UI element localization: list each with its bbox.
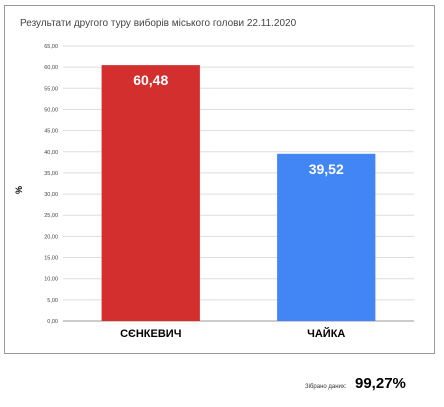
y-tick-label: 15,00 bbox=[44, 256, 58, 262]
y-tick-label: 55,00 bbox=[44, 86, 58, 92]
y-tick-label: 30,00 bbox=[44, 192, 58, 198]
bar-1 bbox=[101, 65, 200, 321]
y-tick-label: 40,00 bbox=[44, 150, 58, 156]
y-tick-label: 0,00 bbox=[47, 319, 58, 325]
category-label: СЄНКЕВИЧ bbox=[120, 328, 181, 340]
bars: 60,48 39,52 bbox=[101, 65, 376, 321]
bar-value-label: 39,52 bbox=[309, 161, 344, 177]
y-tick-labels: 0,00 5,00 10,00 15,00 20,00 25,00 30,00 35,00 40… bbox=[44, 44, 58, 325]
y-tick-label: 45,00 bbox=[44, 129, 58, 135]
chart-title: Результати другого туру виборів міського… bbox=[20, 18, 297, 29]
category-label: ЧАЙКА bbox=[307, 327, 345, 340]
y-tick-label: 35,00 bbox=[44, 171, 58, 177]
y-tick-label: 20,00 bbox=[44, 234, 58, 240]
y-tick-label: 10,00 bbox=[44, 277, 58, 283]
bar-2 bbox=[277, 153, 376, 321]
y-tick-label: 5,00 bbox=[47, 298, 58, 304]
y-tick-label: 50,00 bbox=[44, 107, 58, 113]
y-axis-label: % bbox=[14, 186, 24, 194]
data-collected-value: 99,27% bbox=[355, 375, 406, 392]
y-tick-label: 25,00 bbox=[44, 213, 58, 219]
data-collected-label: Зібрано даних: bbox=[305, 384, 347, 390]
bar-value-label: 60,48 bbox=[133, 72, 168, 88]
y-tick-label: 65,00 bbox=[44, 44, 58, 50]
data-collected-footer: Зібрано даних: 99,27% bbox=[0, 374, 444, 398]
x-category-labels: СЄНКЕВИЧ ЧАЙКА bbox=[120, 327, 345, 340]
y-tick-label: 60,00 bbox=[44, 65, 58, 71]
